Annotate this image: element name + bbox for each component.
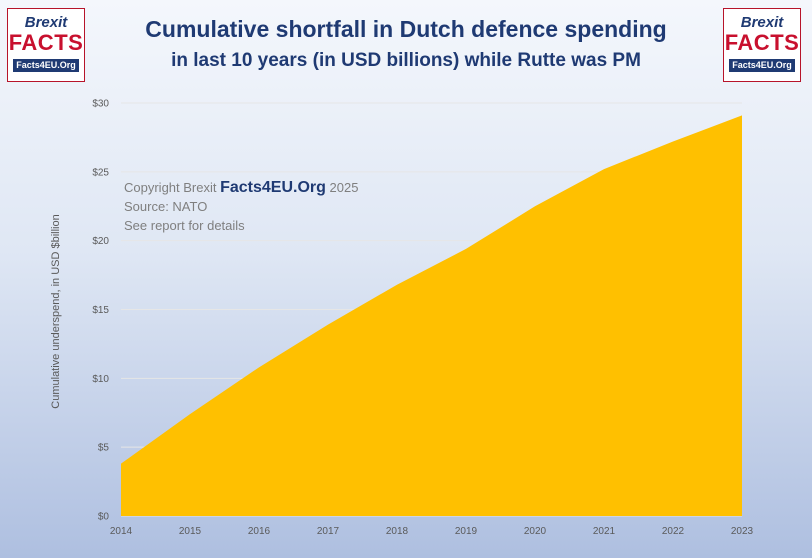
chart-header: Cumulative shortfall in Dutch defence sp…	[110, 14, 702, 74]
x-tick-label: 2018	[386, 526, 409, 537]
x-tick-label: 2020	[524, 526, 547, 537]
x-tick-label: 2017	[317, 526, 340, 537]
x-tick-label: 2015	[179, 526, 202, 537]
brexit-facts-logo-right: Brexit FACTS Facts4EU.Org	[723, 8, 801, 82]
cumulative-shortfall-area	[121, 115, 742, 516]
y-tick-label: $20	[92, 236, 109, 247]
logo-brexit-text: Brexit	[740, 14, 784, 31]
brexit-facts-logo-left: Brexit FACTS Facts4EU.Org	[7, 8, 85, 82]
logo-brexit-text: Brexit	[24, 14, 68, 31]
y-tick-label: $10	[92, 374, 109, 385]
logo-facts-text: FACTS	[724, 30, 800, 55]
x-axis-ticks: 2014 2015 2016 2017 2018 2019 2020 2021 2022 2023	[110, 526, 754, 537]
source-line: Source: NATO	[124, 199, 208, 214]
x-tick-label: 2014	[110, 526, 133, 537]
y-tick-label: $15	[92, 305, 109, 316]
x-tick-label: 2016	[248, 526, 271, 537]
y-tick-label: $0	[98, 512, 110, 523]
logo-site-text: Facts4EU.Org	[729, 59, 795, 72]
details-line: See report for details	[124, 218, 245, 233]
copyright-prefix: Copyright Brexit	[124, 180, 217, 195]
y-tick-label: $25	[92, 167, 109, 178]
copyright-year: 2025	[329, 180, 359, 195]
x-tick-label: 2022	[662, 526, 685, 537]
y-tick-label: $30	[92, 99, 109, 110]
copyright-note: Copyright Brexit Facts4EU.Org 2025 Sourc…	[124, 178, 358, 235]
logo-site-text: Facts4EU.Org	[13, 59, 79, 72]
logo-facts-text: FACTS	[8, 30, 84, 55]
chart-title: Cumulative shortfall in Dutch defence sp…	[145, 16, 667, 42]
x-tick-label: 2019	[455, 526, 478, 537]
x-tick-label: 2021	[593, 526, 616, 537]
chart-subtitle: in last 10 years (in USD billions) while…	[171, 50, 641, 71]
y-axis-ticks: $0 $5 $10 $15 $20 $25 $30	[92, 99, 109, 523]
y-tick-label: $5	[98, 443, 110, 454]
copyright-brand: Facts4EU.Org	[220, 179, 326, 196]
y-axis-label: Cumulative underspend, in USD $billion	[50, 214, 62, 408]
x-tick-label: 2023	[731, 526, 754, 537]
copyright-line: Copyright Brexit Facts4EU.Org 2025	[124, 178, 358, 197]
